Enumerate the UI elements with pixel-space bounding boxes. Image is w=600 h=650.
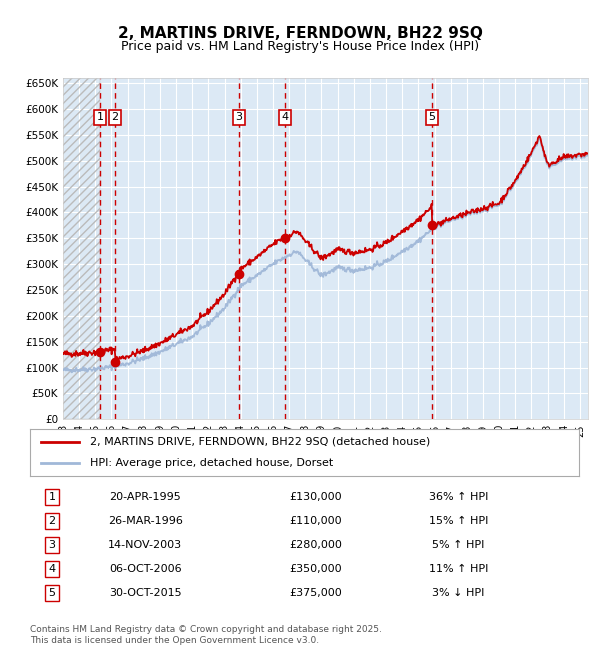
Text: 2: 2: [49, 516, 56, 526]
Text: 2, MARTINS DRIVE, FERNDOWN, BH22 9SQ: 2, MARTINS DRIVE, FERNDOWN, BH22 9SQ: [118, 26, 482, 41]
Text: 5: 5: [49, 588, 55, 598]
Text: 15% ↑ HPI: 15% ↑ HPI: [428, 516, 488, 526]
Text: Price paid vs. HM Land Registry's House Price Index (HPI): Price paid vs. HM Land Registry's House …: [121, 40, 479, 53]
Text: 11% ↑ HPI: 11% ↑ HPI: [428, 564, 488, 574]
Text: 4: 4: [282, 112, 289, 122]
Text: £375,000: £375,000: [289, 588, 342, 598]
Text: 1: 1: [49, 492, 55, 502]
Text: 2: 2: [112, 112, 119, 122]
Text: 30-OCT-2015: 30-OCT-2015: [109, 588, 182, 598]
Text: £130,000: £130,000: [289, 492, 342, 502]
Text: £350,000: £350,000: [289, 564, 342, 574]
Text: 06-OCT-2006: 06-OCT-2006: [109, 564, 182, 574]
Text: 36% ↑ HPI: 36% ↑ HPI: [428, 492, 488, 502]
Text: 5: 5: [428, 112, 435, 122]
Text: 3: 3: [235, 112, 242, 122]
Text: £110,000: £110,000: [289, 516, 342, 526]
Text: HPI: Average price, detached house, Dorset: HPI: Average price, detached house, Dors…: [91, 458, 334, 468]
Text: 3: 3: [49, 540, 55, 550]
Text: 5% ↑ HPI: 5% ↑ HPI: [432, 540, 484, 550]
Text: 20-APR-1995: 20-APR-1995: [109, 492, 181, 502]
Text: 3% ↓ HPI: 3% ↓ HPI: [432, 588, 484, 598]
Text: £280,000: £280,000: [289, 540, 342, 550]
Text: Contains HM Land Registry data © Crown copyright and database right 2025.
This d: Contains HM Land Registry data © Crown c…: [30, 625, 382, 645]
Text: 4: 4: [49, 564, 56, 574]
Text: 26-MAR-1996: 26-MAR-1996: [108, 516, 183, 526]
Text: 14-NOV-2003: 14-NOV-2003: [108, 540, 182, 550]
Text: 2, MARTINS DRIVE, FERNDOWN, BH22 9SQ (detached house): 2, MARTINS DRIVE, FERNDOWN, BH22 9SQ (de…: [91, 437, 431, 447]
Text: 1: 1: [97, 112, 104, 122]
